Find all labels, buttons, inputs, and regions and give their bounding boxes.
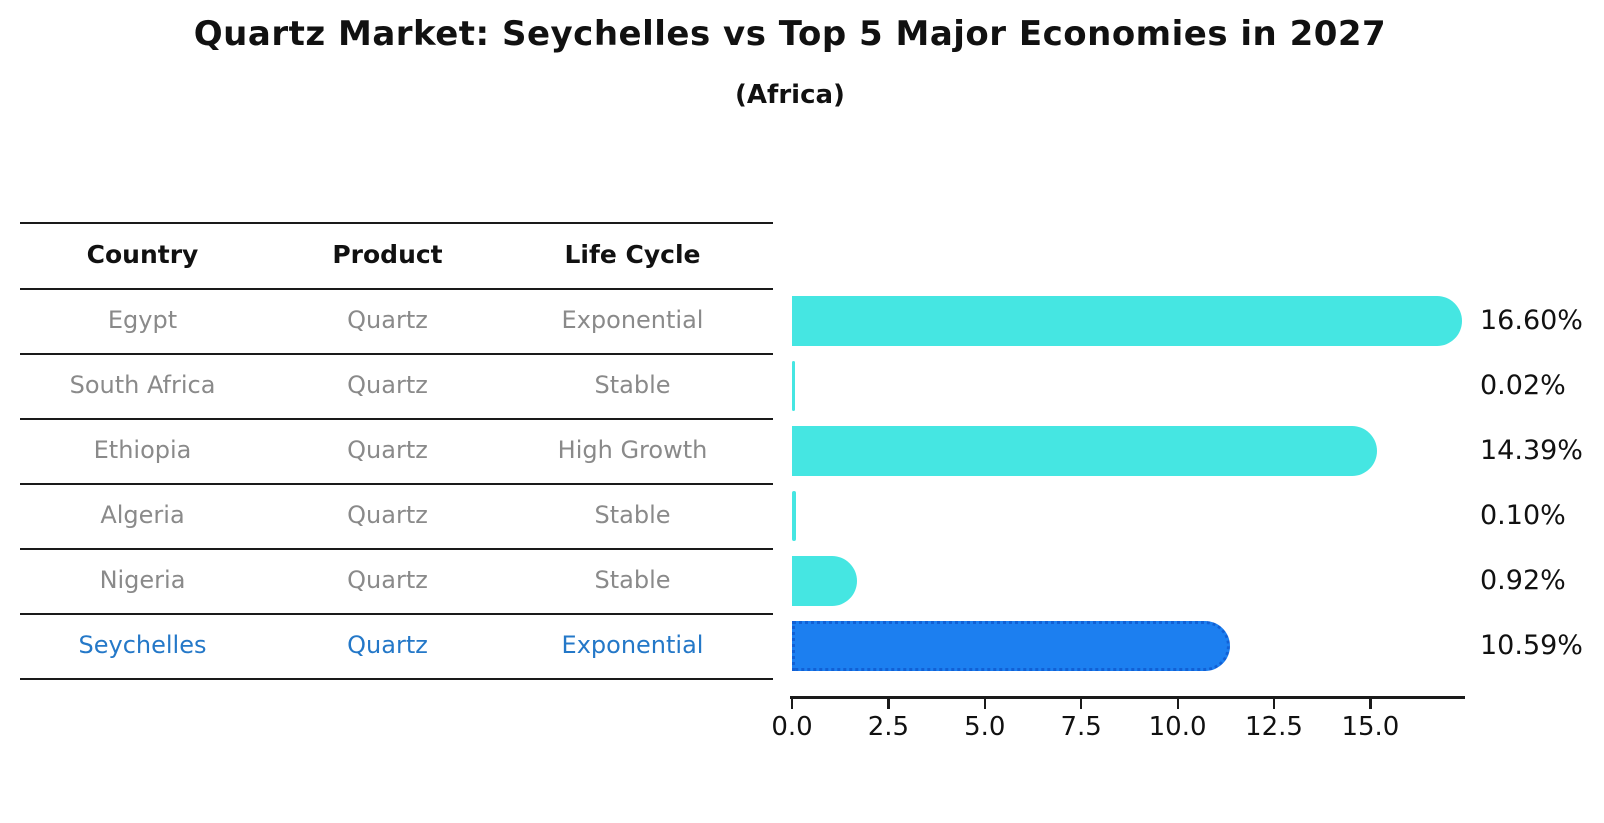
table-cell-product: Quartz — [347, 501, 428, 529]
table-cell-product: Quartz — [347, 566, 428, 594]
bar-value-label: 10.59% — [1480, 629, 1583, 661]
table-cell-lifecycle: Stable — [594, 566, 671, 594]
x-axis-tick-label: 10.0 — [1148, 712, 1207, 742]
table-row: Algeria Quartz Stable — [20, 483, 755, 548]
x-axis-tick-label: 5.0 — [964, 712, 1006, 742]
table-cell-country: Seychelles — [78, 631, 207, 659]
table-cell-product: Quartz — [347, 436, 428, 464]
x-axis-line — [790, 696, 1465, 699]
bar-ethiopia — [792, 425, 1377, 476]
table-cell-lifecycle: High Growth — [557, 436, 708, 464]
table-cell-lifecycle: Exponential — [561, 631, 704, 659]
bar-value-label: 0.92% — [1480, 564, 1566, 596]
x-axis-tick-label: 12.5 — [1245, 712, 1303, 742]
table-top-border — [20, 222, 773, 225]
x-axis-tick-mark — [1369, 698, 1372, 709]
bar-south-africa — [792, 360, 795, 411]
bar-value-label: 0.02% — [1480, 369, 1566, 401]
x-axis-tick-mark — [1176, 698, 1179, 709]
bar-value-label: 16.60% — [1480, 304, 1583, 336]
table-cell-country: Egypt — [107, 306, 178, 334]
table-header-lifecycle: Life Cycle — [564, 240, 701, 269]
x-axis-tick-label: 15.0 — [1341, 712, 1400, 742]
table-row-separator — [20, 678, 773, 681]
chart-subtitle: (Africa) — [735, 80, 845, 110]
table-row: Seychelles Quartz Exponential — [20, 613, 755, 678]
table-row-separator — [20, 548, 773, 551]
table-row: Ethiopia Quartz High Growth — [20, 418, 755, 483]
table-cell-product: Quartz — [347, 371, 428, 399]
table-cell-lifecycle: Exponential — [561, 306, 704, 334]
table-cell-lifecycle: Stable — [594, 371, 671, 399]
bar-nigeria — [792, 555, 858, 606]
table-header-underline — [20, 288, 773, 291]
table-row: Nigeria Quartz Stable — [20, 548, 755, 613]
table-header-country: Country — [86, 240, 199, 269]
table-row-separator — [20, 353, 773, 356]
x-axis-tick-mark — [791, 698, 794, 709]
table-cell-lifecycle: Stable — [594, 501, 671, 529]
table-row: Egypt Quartz Exponential — [20, 288, 755, 353]
x-axis-tick-mark — [1080, 698, 1083, 709]
table-row-separator — [20, 483, 773, 486]
table-row: South Africa Quartz Stable — [20, 353, 755, 418]
x-axis-tick-mark — [1273, 698, 1276, 709]
table-row-separator — [20, 613, 773, 616]
table-header-product: Product — [332, 240, 443, 269]
bar-egypt — [792, 295, 1463, 346]
table-cell-product: Quartz — [347, 306, 428, 334]
bar-highlighted-seychelles — [792, 620, 1231, 671]
x-axis-tick-label: 2.5 — [867, 712, 910, 742]
x-axis-tick-mark — [983, 698, 986, 709]
bar-algeria — [792, 490, 796, 541]
bar-value-label: 14.39% — [1480, 434, 1583, 466]
table-cell-country: Nigeria — [99, 566, 186, 594]
table-row-separator — [20, 418, 773, 421]
bar-value-label: 0.10% — [1480, 499, 1566, 531]
table-cell-country: Algeria — [100, 501, 185, 529]
table-cell-country: Ethiopia — [93, 436, 192, 464]
table-cell-product: Quartz — [347, 631, 428, 659]
chart-title: Quartz Market: Seychelles vs Top 5 Major… — [193, 14, 1387, 54]
x-axis-tick-label: 7.5 — [1060, 712, 1102, 742]
table-cell-country: South Africa — [69, 371, 216, 399]
x-axis-tick-label: 0.0 — [771, 712, 813, 742]
x-axis-tick-mark — [887, 698, 890, 709]
